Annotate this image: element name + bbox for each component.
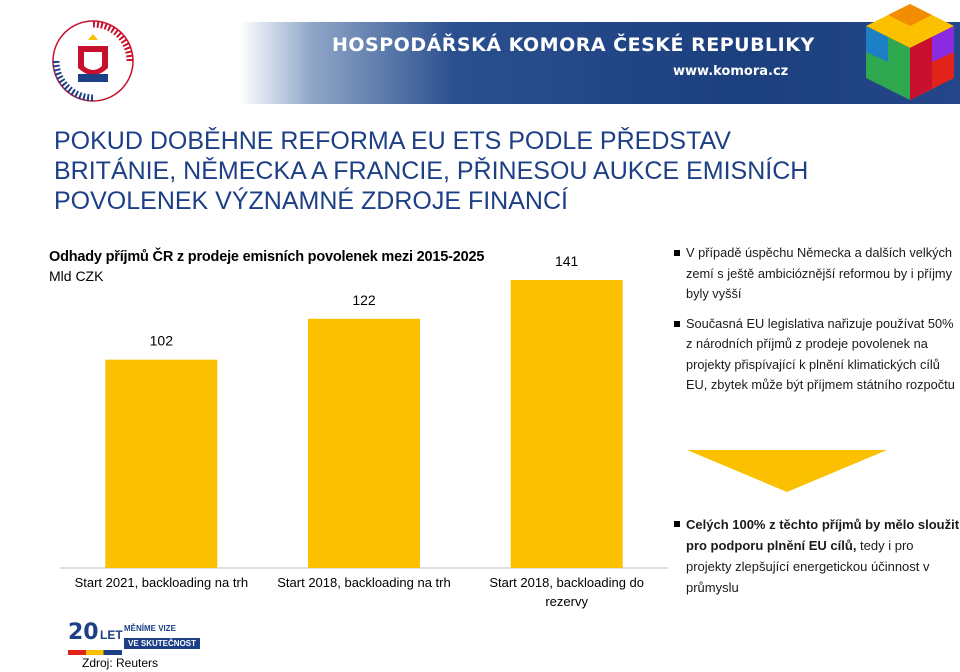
chart-title: Odhady příjmů ČR z prodeje emisních povo… (49, 249, 485, 265)
logo-let: LET (100, 628, 123, 642)
bar (510, 280, 623, 568)
category-label: Start 2021, backloading na trh (75, 575, 248, 590)
bullet-point: V případě úspěchu Německa a dalších velk… (672, 243, 960, 305)
conclusion-bullet: Celých 100% z těchto příjmů by mělo slou… (672, 514, 960, 598)
logo-slogan-line1: MĚNÍME VIZE (124, 624, 177, 633)
colorful-cube-icon (866, 4, 954, 100)
logo-number: 20 (68, 620, 99, 645)
header-banner: HOSPODÁŘSKÁ KOMORA ČESKÉ REPUBLIKY www.k… (240, 22, 960, 104)
chamber-of-commerce-seal-icon (52, 20, 134, 102)
category-label: rezervy (545, 594, 588, 609)
banner-title: HOSPODÁŘSKÁ KOMORA ČESKÉ REPUBLIKY (332, 34, 815, 56)
bar-value-label: 102 (150, 333, 174, 349)
bar (308, 318, 420, 568)
category-label: Start 2018, backloading do (489, 575, 644, 590)
header: HOSPODÁŘSKÁ KOMORA ČESKÉ REPUBLIKY www.k… (0, 0, 960, 105)
title-line: BRITÁNIE, NĚMECKA A FRANCIE, PŘINESOU AU… (54, 157, 809, 185)
title-line: POVOLENEK VÝZNAMNÉ ZDROJE FINANCÍ (54, 187, 568, 215)
banner-url: www.komora.cz (673, 64, 789, 79)
category-label: Start 2018, backloading na trh (277, 575, 450, 590)
down-arrow-icon (687, 450, 887, 492)
logo-color-bar (68, 650, 122, 655)
bullet-point: Současná EU legislativa nařizuje používa… (672, 314, 960, 396)
bar-value-label: 141 (555, 253, 579, 269)
anniversary-logo: 20 LET MĚNÍME VIZE VE SKUTEČNOST (68, 620, 218, 656)
right-panel: V případě úspěchu Německa a dalších velk… (672, 243, 960, 396)
source-note: Zdroj: Reuters (82, 656, 159, 670)
logo-slogan-line2: VE SKUTEČNOST (124, 638, 201, 649)
bar-value-label: 122 (352, 292, 376, 308)
conclusion-bold-text: Celých 100% z těchto příjmů by mělo slou… (686, 517, 960, 553)
bar (105, 359, 218, 568)
slide-title: POKUD DOBĚHNE REFORMA EU ETS PODLE PŘEDS… (54, 126, 934, 216)
title-line: POKUD DOBĚHNE REFORMA EU ETS PODLE PŘEDS… (54, 127, 731, 155)
chart-unit-label: Mld CZK (49, 268, 104, 284)
conclusion-text: tedy i pro projekty zlepšující energetic… (686, 538, 930, 595)
conclusion: Celých 100% z těchto příjmů by mělo slou… (672, 514, 960, 598)
